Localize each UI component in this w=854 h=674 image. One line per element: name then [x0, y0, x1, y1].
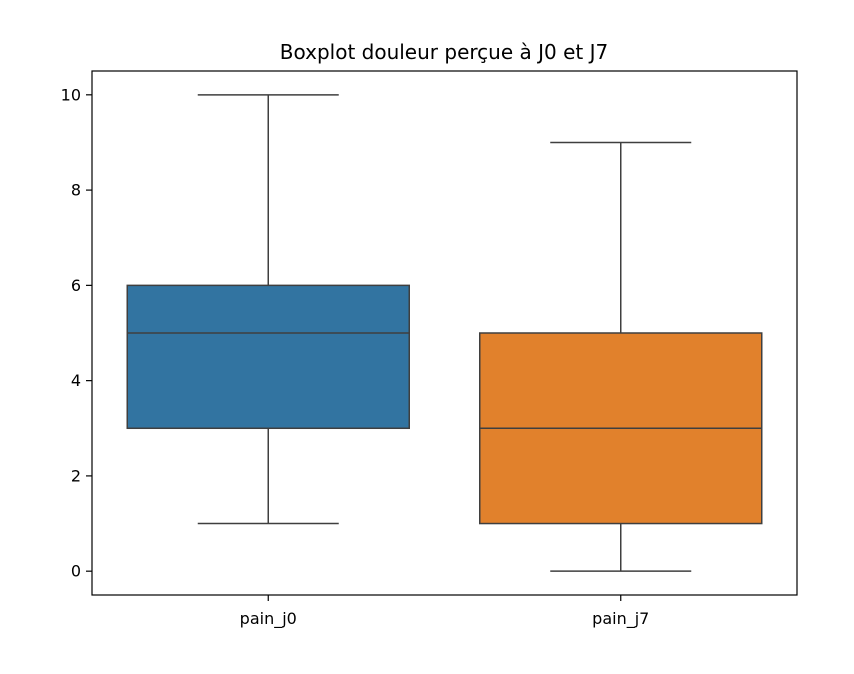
y-tick-label: 8 [71, 181, 81, 200]
boxes-layer [126, 94, 763, 572]
x-axis: pain_j0 pain_j7 [240, 595, 649, 629]
plot-frame [91, 70, 798, 596]
y-tick-label: 10 [61, 85, 81, 104]
y-tick-label: 4 [71, 371, 81, 390]
chart-title: Boxplot douleur perçue à J0 et J7 [280, 40, 608, 64]
y-tick-label: 2 [71, 466, 81, 485]
box-pain-j0 [126, 284, 410, 430]
box-group-pain-j0 [126, 94, 410, 525]
y-tick-label: 6 [71, 276, 81, 295]
x-tick-label: pain_j7 [592, 609, 649, 629]
box-group-pain-j7 [479, 141, 763, 572]
y-tick-label: 0 [71, 562, 81, 581]
x-tick-label: pain_j0 [240, 609, 297, 629]
y-axis: 0 2 4 6 8 10 [61, 85, 92, 581]
